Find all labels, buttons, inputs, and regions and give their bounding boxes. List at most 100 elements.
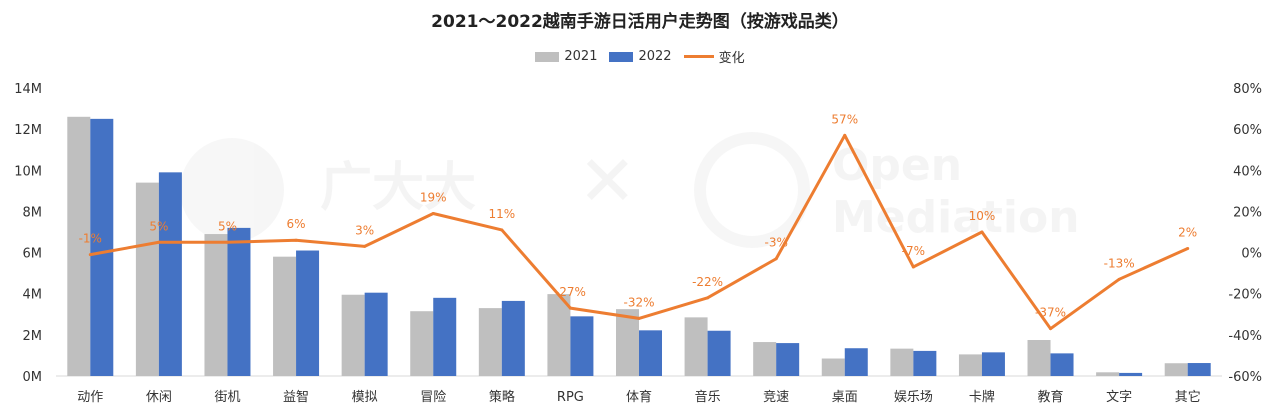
bar-2021 (67, 116, 91, 377)
change-point (1117, 277, 1121, 281)
x-category-label: 教育 (1038, 389, 1064, 405)
y-right-tick-label: 0% (1241, 247, 1262, 262)
x-category-label: 休闲 (146, 390, 172, 405)
bar-2022 (639, 330, 662, 376)
bar-2022 (364, 292, 388, 376)
change-data-label: -1% (79, 232, 102, 246)
bar-2021 (273, 256, 297, 376)
bar-2021 (547, 294, 571, 376)
change-point (774, 257, 778, 261)
x-category-label: 冒险 (420, 390, 446, 405)
bar-2021 (616, 309, 639, 376)
change-point (294, 238, 298, 242)
bar-2022 (433, 297, 457, 376)
x-category-label: 动作 (77, 390, 103, 405)
x-category-label: 策略 (489, 389, 515, 405)
x-category-label: 卡牌 (969, 389, 995, 405)
legend-item-change: 变化 (683, 47, 745, 66)
change-point (980, 230, 984, 234)
bar-2022 (1119, 372, 1143, 376)
bar-2021 (753, 342, 777, 376)
legend-label-2022: 2022 (638, 49, 672, 64)
bar-2021 (204, 234, 228, 376)
x-category-label: 街机 (214, 390, 240, 405)
bar-2022 (570, 316, 594, 376)
change-data-label: 11% (488, 207, 515, 221)
bar-2022 (296, 250, 320, 376)
change-data-label: 10% (969, 209, 996, 223)
y-left-tick-label: 4M (23, 288, 43, 303)
bar-2021 (1027, 340, 1051, 376)
bar-2021 (958, 354, 982, 376)
watermark-m-logo-icon (694, 132, 810, 248)
legend-swatch-2021 (535, 51, 560, 62)
change-point (431, 211, 435, 215)
watermark: 广大大 ✕ Open Mediation (180, 132, 1080, 248)
y-right-tick-label: 60% (1233, 123, 1262, 138)
bar-2022 (1187, 363, 1211, 376)
x-category-label: 模拟 (352, 390, 378, 405)
bar-2022 (913, 350, 937, 376)
bar-2022 (981, 352, 1005, 376)
change-data-label: 6% (287, 217, 306, 231)
change-data-label: 3% (355, 223, 374, 237)
change-point (157, 240, 161, 244)
legend-line-change (683, 55, 714, 58)
bar-2021 (1096, 372, 1120, 376)
change-data-label: 19% (420, 190, 447, 204)
bar-2021 (1164, 363, 1188, 376)
change-data-label: -7% (902, 244, 925, 258)
legend-label-change: 变化 (718, 51, 745, 66)
watermark-right-text-2: Mediation (832, 192, 1080, 243)
y-left-tick-label: 12M (14, 123, 42, 138)
change-data-label: 2% (1178, 225, 1197, 239)
change-point (568, 306, 572, 310)
bar-2021 (821, 358, 845, 376)
bar-2021 (890, 348, 914, 376)
y-right-tick-label: 80% (1233, 82, 1262, 97)
y-right-tick-label: 40% (1233, 164, 1262, 179)
x-category-label: 体育 (626, 389, 652, 405)
change-data-label: -3% (764, 236, 787, 250)
x-category-label: 娱乐场 (894, 390, 933, 405)
bar-2021 (684, 317, 708, 376)
y-left-tick-label: 6M (23, 247, 43, 262)
y-right-tick-label: -60% (1228, 370, 1262, 385)
change-data-label: 57% (831, 112, 858, 126)
change-point (843, 133, 847, 137)
watermark-logo-icon (180, 138, 284, 242)
legend-item-2021: 2021 (535, 49, 597, 64)
bar-2021 (341, 294, 365, 376)
x-category-label: RPG (557, 390, 584, 405)
bar-2021 (478, 308, 502, 376)
y-right-tick-label: -20% (1228, 288, 1262, 303)
legend-item-2022: 2022 (609, 49, 672, 64)
legend-label-2021: 2021 (564, 49, 598, 64)
bar-2021 (410, 311, 434, 376)
x-category-label: 音乐 (695, 389, 721, 405)
bar-2022 (776, 343, 800, 376)
chart-title: 2021～2022越南手游日活用户走势图（按游戏品类） (431, 12, 849, 32)
change-data-label: 5% (149, 219, 168, 233)
y-left-tick-label: 14M (14, 82, 42, 97)
change-point (706, 296, 710, 300)
bar-2022 (227, 227, 251, 376)
bar-2022 (1050, 353, 1074, 376)
y-left-tick-label: 0M (23, 370, 43, 385)
change-point (1186, 246, 1190, 250)
change-point (88, 253, 92, 257)
change-point (500, 228, 504, 232)
watermark-left-text: 广大大 (320, 158, 476, 218)
y-right-tick-label: -40% (1228, 329, 1262, 344)
y-left-tick-label: 8M (23, 205, 43, 220)
change-data-label: -13% (1104, 256, 1135, 270)
change-point (225, 240, 229, 244)
change-data-label: -27% (555, 285, 586, 299)
legend: 2021 2022 变化 (0, 47, 1280, 66)
x-category-label: 桌面 (832, 390, 858, 405)
legend-swatch-2022 (609, 51, 634, 62)
bar-2022 (844, 348, 868, 376)
x-category-label: 其它 (1175, 389, 1201, 405)
change-point (1049, 327, 1053, 331)
